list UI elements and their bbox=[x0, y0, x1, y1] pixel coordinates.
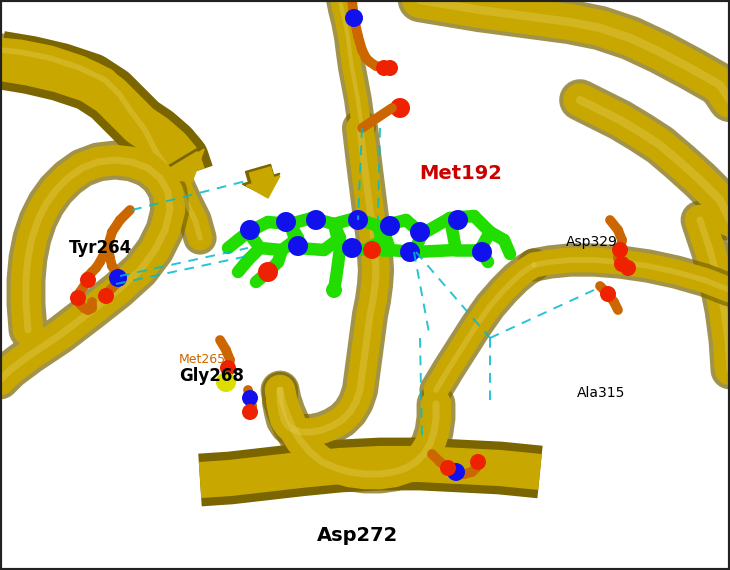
Circle shape bbox=[620, 260, 636, 276]
FancyArrow shape bbox=[242, 164, 280, 196]
Text: Asp329: Asp329 bbox=[566, 235, 618, 249]
Text: Asp272: Asp272 bbox=[317, 526, 399, 545]
Circle shape bbox=[472, 242, 492, 262]
Circle shape bbox=[600, 286, 616, 302]
Circle shape bbox=[220, 360, 236, 376]
Circle shape bbox=[216, 372, 236, 392]
Text: Ala315: Ala315 bbox=[577, 386, 625, 400]
Circle shape bbox=[382, 60, 398, 76]
Circle shape bbox=[345, 9, 363, 27]
Circle shape bbox=[258, 262, 278, 282]
Circle shape bbox=[400, 242, 420, 262]
Circle shape bbox=[470, 454, 486, 470]
FancyArrow shape bbox=[246, 167, 280, 198]
FancyArrow shape bbox=[157, 149, 204, 182]
Circle shape bbox=[342, 238, 362, 258]
Circle shape bbox=[440, 460, 456, 476]
Circle shape bbox=[376, 60, 392, 76]
Circle shape bbox=[448, 210, 468, 230]
Circle shape bbox=[390, 98, 410, 118]
Circle shape bbox=[380, 216, 400, 236]
Circle shape bbox=[242, 390, 258, 406]
Circle shape bbox=[288, 236, 308, 256]
Circle shape bbox=[447, 463, 465, 481]
Text: Met265: Met265 bbox=[179, 353, 226, 365]
Circle shape bbox=[276, 212, 296, 232]
FancyArrow shape bbox=[153, 146, 204, 180]
Text: Tyr264: Tyr264 bbox=[69, 239, 133, 257]
Circle shape bbox=[614, 256, 630, 272]
Circle shape bbox=[363, 241, 381, 259]
Circle shape bbox=[259, 263, 277, 281]
Circle shape bbox=[109, 269, 127, 287]
Circle shape bbox=[326, 282, 342, 298]
Circle shape bbox=[242, 404, 258, 420]
Circle shape bbox=[98, 288, 114, 304]
Circle shape bbox=[80, 272, 96, 288]
Text: Met192: Met192 bbox=[420, 164, 503, 184]
Text: Gly268: Gly268 bbox=[179, 367, 244, 385]
Circle shape bbox=[612, 242, 628, 258]
Circle shape bbox=[306, 210, 326, 230]
Circle shape bbox=[410, 222, 430, 242]
Circle shape bbox=[348, 210, 368, 230]
Circle shape bbox=[240, 220, 260, 240]
Circle shape bbox=[70, 290, 86, 306]
